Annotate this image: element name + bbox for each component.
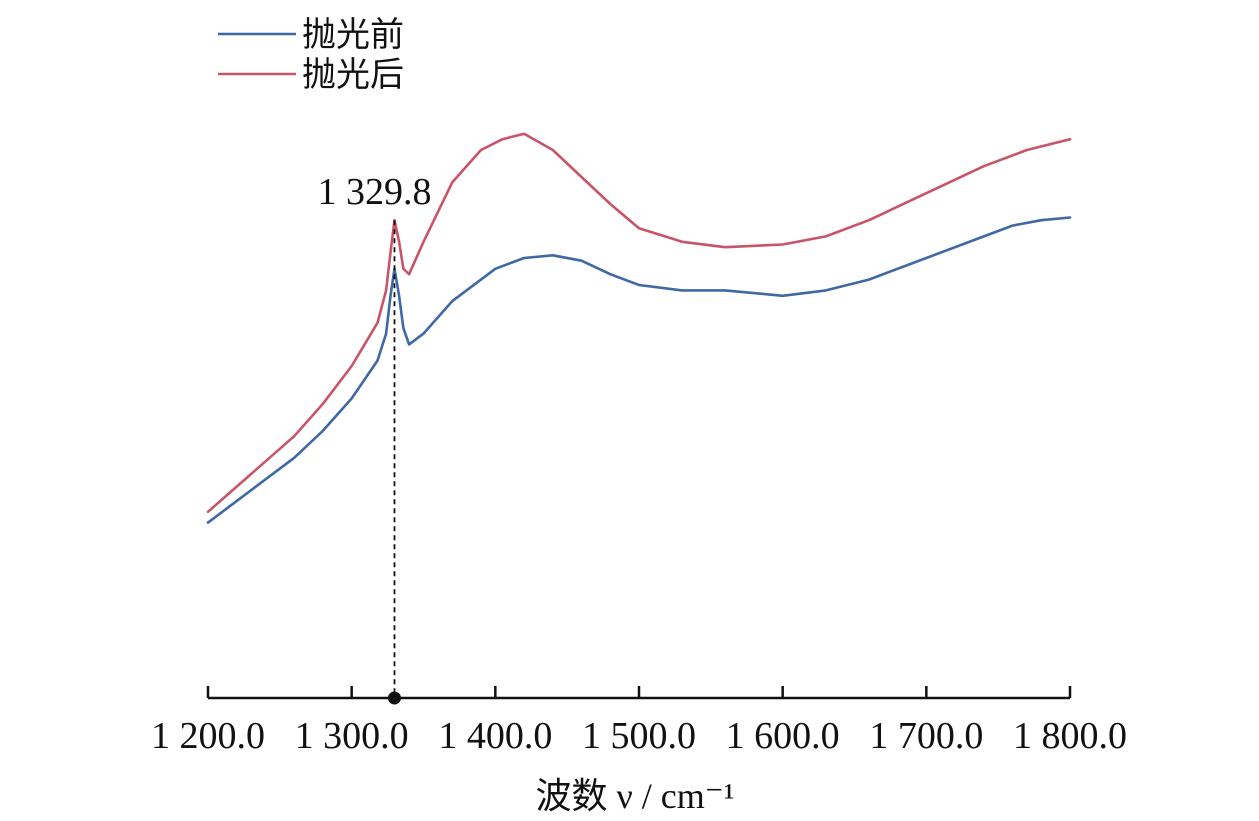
x-tick-label: 1 500.0: [582, 715, 696, 757]
x-tick-label: 1 300.0: [295, 715, 409, 757]
x-tick-label: 1 700.0: [869, 715, 983, 757]
legend-label-2: 抛光后: [302, 56, 404, 94]
plot-area: 1 329.8: [206, 132, 1072, 705]
legend-label-1: 抛光前: [302, 16, 404, 54]
x-tick-label: 1 800.0: [1013, 715, 1127, 757]
x-axis: 1 200.0 1 300.0 1 400.0 1 500.0 1 600.0 1 700…: [151, 686, 1127, 757]
x-tick-label: 1 400.0: [438, 715, 552, 757]
x-tick-label: 1 600.0: [726, 715, 840, 757]
series-line-2: [206, 132, 1072, 514]
x-tick-label: 1 200.0: [151, 715, 265, 757]
annotation-layer: 1 329.8: [317, 171, 431, 705]
x-axis-label: 波数 ν / cm⁻¹: [535, 776, 734, 816]
peak-annotation-label: 1 329.8: [317, 171, 431, 213]
series-line-1: [206, 216, 1072, 524]
series-layer: [206, 132, 1072, 524]
